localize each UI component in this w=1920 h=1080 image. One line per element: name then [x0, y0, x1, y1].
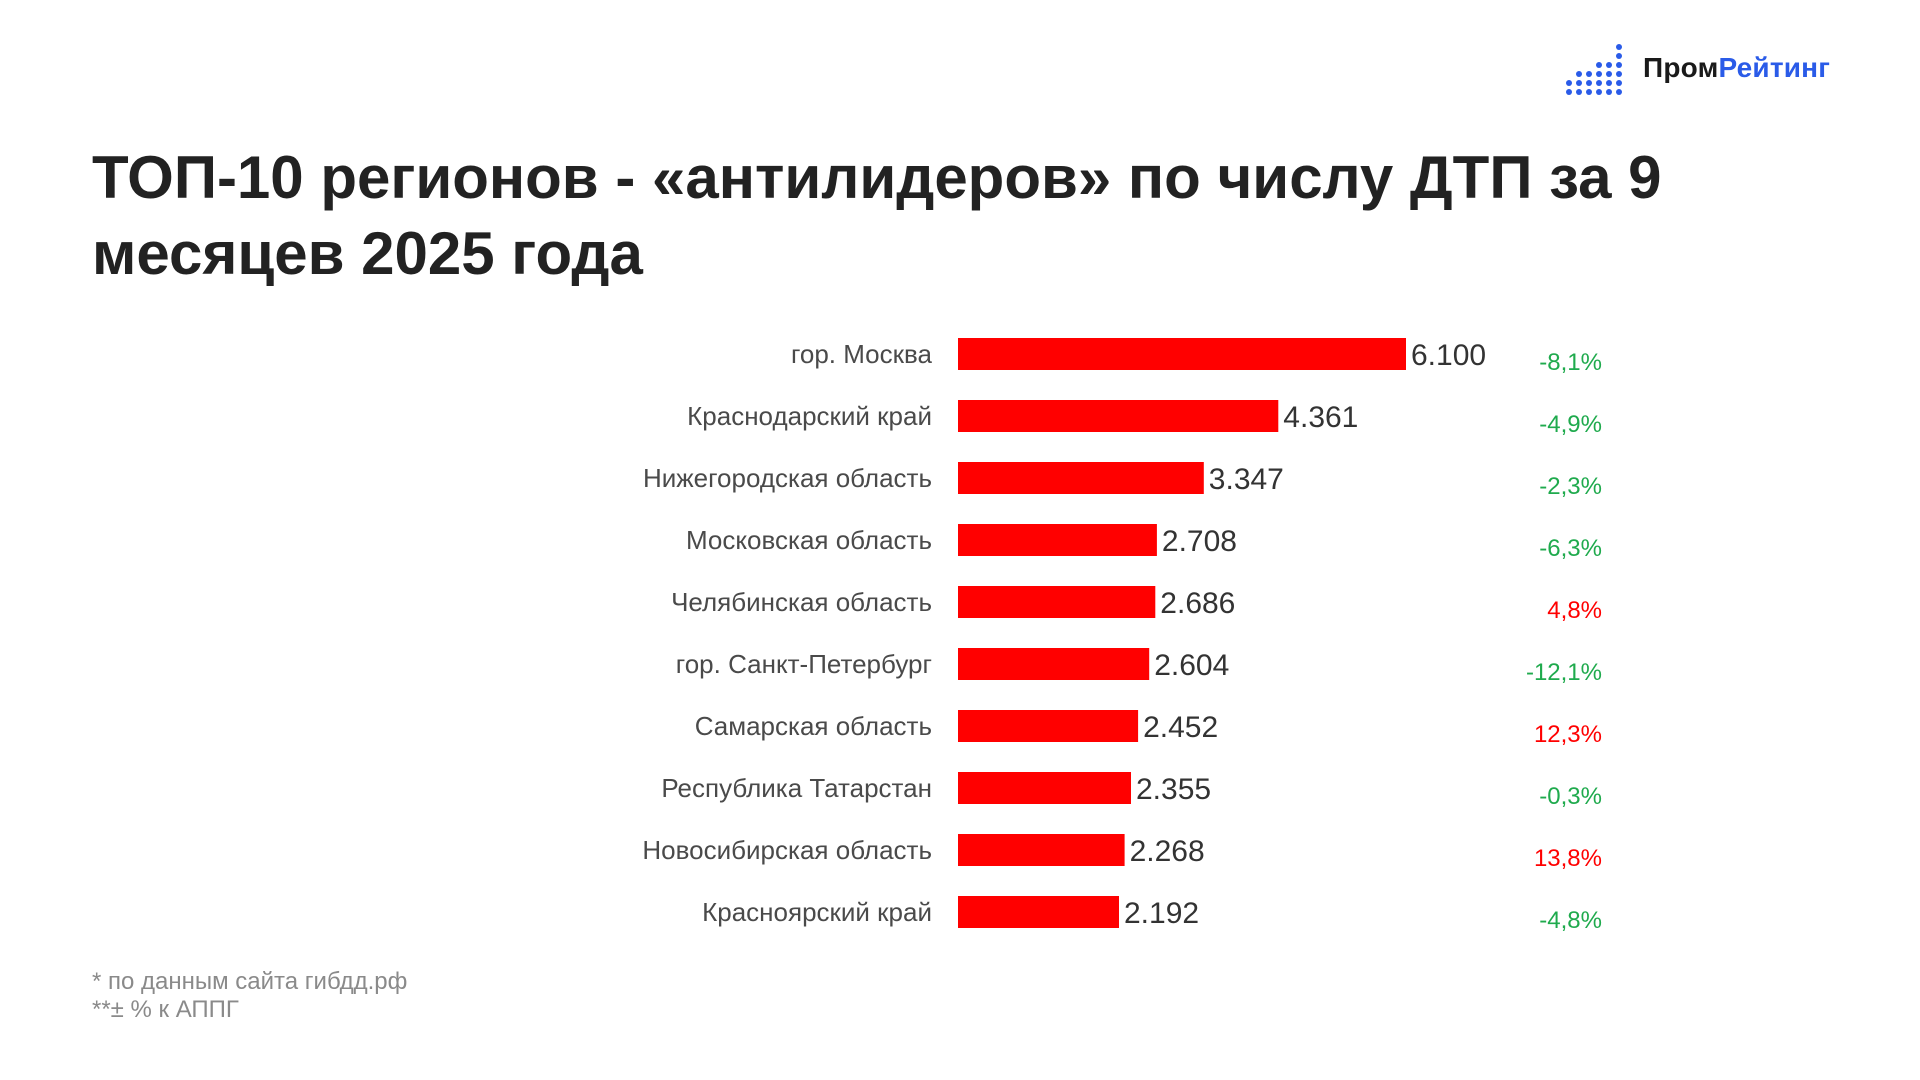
change-label: -0,3% — [1539, 783, 1602, 810]
category-label: Краснодарский край — [687, 401, 932, 431]
logo-dot — [1586, 80, 1592, 86]
bar — [958, 896, 1119, 928]
brand-name: ПромРейтинг — [1643, 52, 1830, 84]
footnotes: * по данным сайта гибдд.рф **± % к АППГ — [92, 968, 407, 1024]
logo-dot — [1606, 71, 1612, 77]
bar — [958, 772, 1131, 804]
category-label: Новосибирская область — [642, 835, 932, 865]
change-label: -4,9% — [1539, 411, 1602, 438]
logo-dot — [1586, 89, 1592, 95]
value-label: 6.100 — [1411, 339, 1486, 372]
change-label: -2,3% — [1539, 473, 1602, 500]
brand-logo: ПромРейтинг — [1565, 40, 1830, 96]
logo-dot — [1616, 71, 1622, 77]
logo-dot — [1606, 62, 1612, 68]
bar — [958, 524, 1157, 556]
logo-dot — [1606, 80, 1612, 86]
logo-dot — [1576, 89, 1582, 95]
logo-dot — [1616, 80, 1622, 86]
value-label: 2.686 — [1160, 587, 1235, 620]
bar — [958, 586, 1156, 618]
category-label: Республика Татарстан — [661, 773, 932, 803]
logo-dot — [1616, 89, 1622, 95]
value-label: 2.355 — [1136, 773, 1211, 806]
category-label: Самарская область — [695, 711, 932, 741]
bar — [958, 710, 1139, 742]
bar — [958, 338, 1406, 370]
category-label: Московская область — [686, 525, 932, 555]
change-label: -12,1% — [1526, 659, 1602, 686]
logo-dot — [1596, 80, 1602, 86]
value-label: 2.708 — [1162, 525, 1237, 558]
change-label: 13,8% — [1534, 845, 1602, 872]
bar — [958, 400, 1279, 432]
value-label: 3.347 — [1209, 463, 1284, 496]
category-label: Нижегородская область — [643, 463, 932, 493]
brand-name-part2: Рейтинг — [1718, 52, 1831, 83]
bar — [958, 462, 1204, 494]
logo-dot — [1616, 62, 1622, 68]
logo-dot — [1596, 71, 1602, 77]
footnote-source: * по данным сайта гибдд.рф — [92, 968, 408, 995]
logo-dot — [1566, 89, 1572, 95]
change-label: -4,8% — [1539, 907, 1602, 934]
brand-name-part1: Пром — [1643, 52, 1719, 83]
value-label: 2.268 — [1130, 835, 1205, 868]
value-label: 2.192 — [1124, 897, 1199, 930]
category-label: гор. Москва — [791, 339, 933, 369]
page-title: ТОП-10 регионов - «антилидеров» по числу… — [92, 144, 1662, 287]
logo-dot — [1566, 80, 1572, 86]
change-label: -8,1% — [1539, 349, 1602, 376]
value-label: 4.361 — [1283, 401, 1358, 434]
change-label: -6,3% — [1539, 535, 1602, 562]
change-label: 4,8% — [1547, 597, 1602, 624]
logo-dot — [1606, 89, 1612, 95]
bar — [958, 648, 1150, 680]
value-label: 2.452 — [1143, 711, 1218, 744]
bar-dots-icon — [1566, 44, 1622, 95]
bar — [958, 834, 1125, 866]
logo-dot — [1616, 44, 1622, 50]
category-label: Красноярский край — [702, 897, 932, 927]
change-label: 12,3% — [1534, 721, 1602, 748]
category-label: Челябинская область — [671, 587, 932, 617]
logo-dot — [1576, 71, 1582, 77]
footnote-change-note: **± % к АППГ — [92, 996, 239, 1023]
value-label: 2.604 — [1154, 649, 1229, 682]
category-label: гор. Санкт-Петербург — [676, 649, 932, 679]
logo-dot — [1586, 71, 1592, 77]
logo-dot — [1596, 62, 1602, 68]
logo-dot — [1576, 80, 1582, 86]
logo-dot — [1596, 89, 1602, 95]
logo-dot — [1616, 53, 1622, 59]
